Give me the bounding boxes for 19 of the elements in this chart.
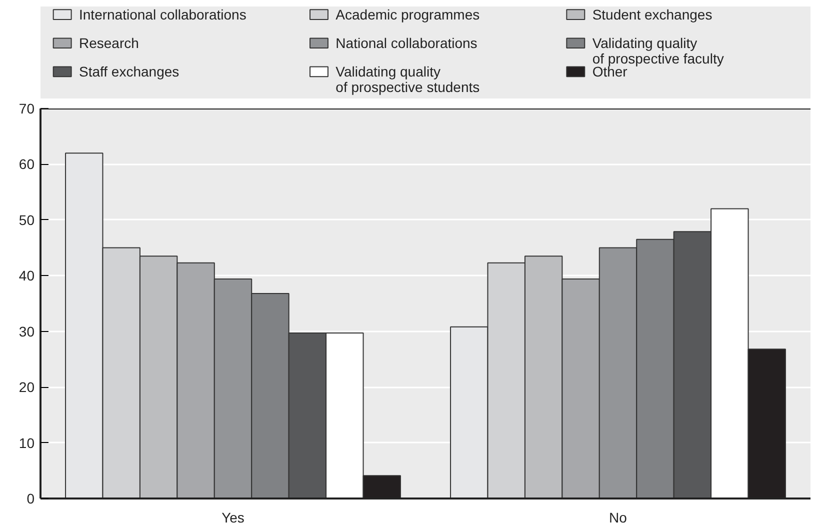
y-tick-label: 30: [18, 323, 35, 340]
legend-label: Other: [592, 64, 628, 80]
legend-label: Validating quality of prospective students: [336, 64, 480, 95]
y-tick-label: 70: [18, 100, 35, 116]
legend-label: Student exchanges: [592, 6, 712, 22]
legend-label: Academic programmes: [336, 6, 480, 22]
y-tick-label: 60: [18, 156, 35, 172]
y-tick-label: 0: [26, 490, 35, 506]
y-tick-label: 50: [18, 212, 35, 228]
legend-label: National collaborations: [336, 35, 478, 52]
legend-label: Research: [79, 35, 139, 52]
legend-label: Validating quality of prospective faculty: [592, 35, 724, 66]
x-tick-label: No: [609, 510, 628, 526]
y-tick-label: 20: [18, 379, 35, 396]
y-tick-label: 10: [18, 434, 35, 451]
legend-label: Staff exchanges: [79, 64, 180, 80]
legend-label: International collaborations: [79, 6, 246, 22]
y-tick-label: 40: [18, 268, 35, 284]
x-tick-label: Yes: [222, 510, 244, 526]
